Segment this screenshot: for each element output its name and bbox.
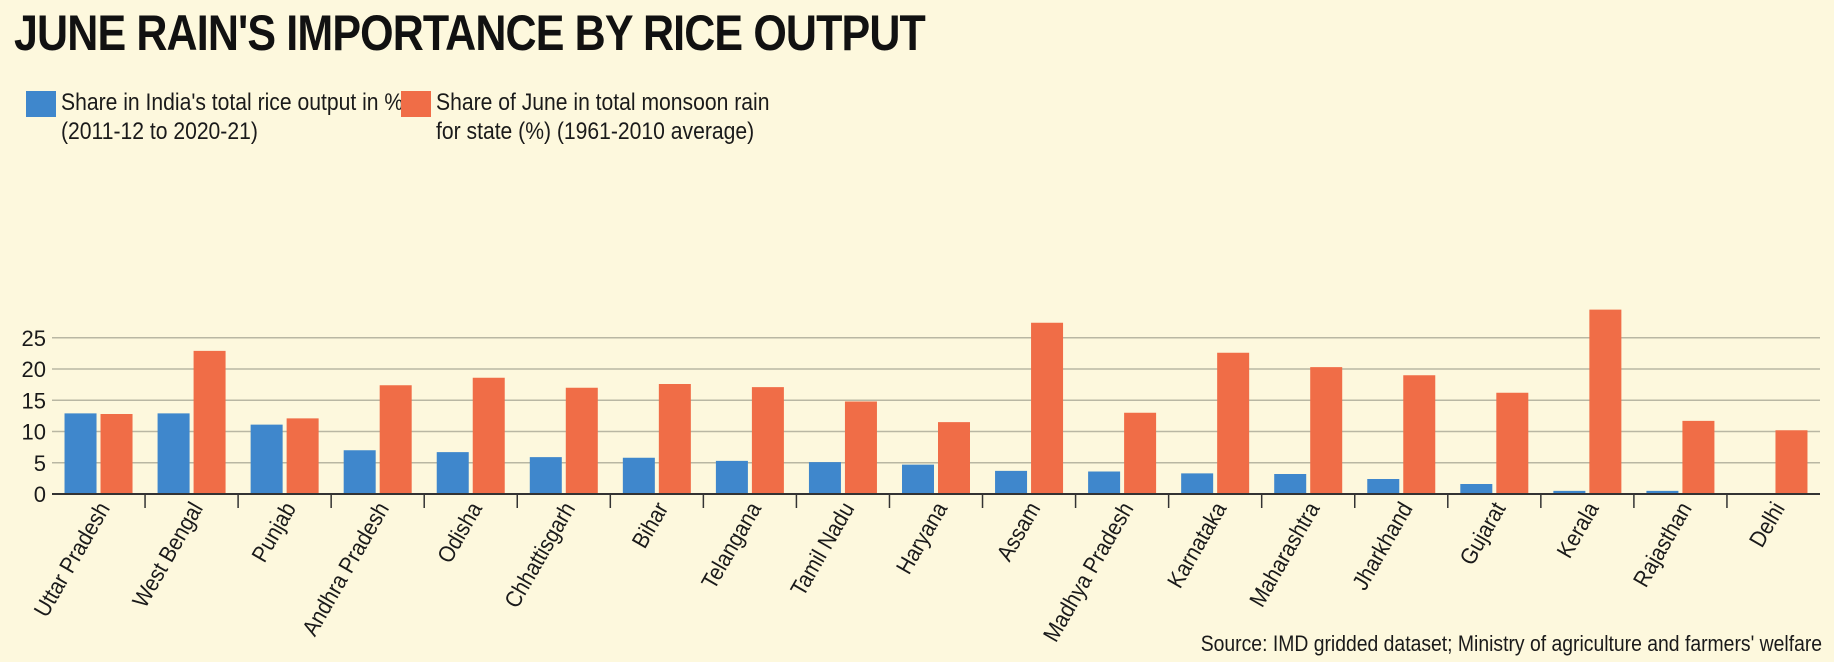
y-tick-label: 0 (34, 482, 46, 507)
bar-rice-output (1460, 484, 1493, 494)
x-tick-label: Madhya Pradesh (1038, 497, 1139, 646)
bar-rice-output (902, 464, 934, 494)
bar-june-rain (1496, 392, 1529, 494)
x-tick-label: Gujarat (1454, 497, 1511, 569)
bar-rice-output (622, 457, 655, 494)
bar-june-rain (1682, 420, 1715, 494)
x-tick-label: Telangana (696, 497, 767, 594)
x-tick-label: Chhattisgarh (499, 497, 580, 612)
bar-rice-output (157, 413, 190, 494)
x-tick-label: Uttar Pradesh (28, 497, 115, 621)
bar-june-rain (938, 422, 970, 494)
legend-label-june-rain: Share of June in total monsoon rain for … (436, 89, 770, 145)
x-tick-label: Delhi (1744, 497, 1790, 551)
bar-june-rain (658, 384, 691, 494)
y-tick-label: 5 (34, 451, 46, 476)
x-tick-label: Jharkhand (1347, 497, 1418, 594)
x-tick-label: Kerala (1551, 497, 1604, 563)
bar-june-rain (100, 414, 133, 494)
bar-rice-output (1088, 471, 1121, 494)
x-tick-label: Maharashtra (1244, 497, 1325, 611)
bar-june-rain (472, 377, 505, 494)
bar-june-rain (1031, 322, 1064, 494)
bars (64, 309, 1808, 494)
bar-june-rain (1775, 430, 1808, 494)
bar-june-rain (193, 350, 226, 494)
bar-june-rain (751, 387, 784, 494)
x-tick-label: Karnataka (1162, 497, 1232, 593)
legend-label-rice-output: Share in India's total rice output in % … (61, 89, 404, 145)
bar-rice-output (436, 452, 469, 494)
source-note: Source: IMD gridded dataset; Ministry of… (1200, 631, 1822, 656)
bar-june-rain (1124, 412, 1157, 494)
y-tick-label: 25 (22, 326, 46, 351)
legend-swatch-orange (401, 91, 431, 117)
bar-rice-output (1553, 490, 1586, 494)
x-tick-label: Andhra Pradesh (297, 497, 395, 640)
legend-swatch-blue (26, 91, 56, 117)
x-tick-label: Rajasthan (1628, 497, 1697, 591)
bar-june-rain (379, 385, 412, 494)
bar-rice-output (808, 462, 841, 494)
bar-rice-output (1274, 474, 1307, 494)
legend-item-june-rain: Share of June in total monsoon rain for … (401, 88, 826, 146)
bar-rice-output (1367, 479, 1400, 494)
x-tick-label: Punjab (246, 497, 301, 566)
bar-june-rain (286, 418, 319, 494)
bar-june-rain (565, 387, 598, 494)
x-tick-label: Assam (991, 497, 1045, 565)
y-axis: 0 5 10 15 20 25 (22, 326, 46, 507)
y-tick-label: 20 (22, 357, 46, 382)
bar-rice-output (529, 457, 562, 494)
bar-rice-output (64, 413, 97, 494)
bar-june-rain (1217, 352, 1250, 494)
bar-rice-output (250, 424, 283, 494)
x-tick-label: Bihar (626, 497, 673, 552)
x-tick-label: West Bengal (127, 497, 208, 611)
bar-rice-output (1646, 490, 1679, 494)
bar-june-rain (1589, 309, 1622, 494)
y-tick-label: 10 (22, 420, 46, 445)
chart-title: JUNE RAIN'S IMPORTANCE BY RICE OUTPUT (14, 5, 926, 61)
bar-rice-output (715, 460, 748, 494)
x-tick-label: Haryana (891, 497, 953, 579)
y-tick-label: 15 (22, 388, 46, 413)
bar-rice-output (1181, 473, 1214, 494)
bar-rice-output (995, 470, 1028, 494)
bar-june-rain (1310, 367, 1343, 494)
x-tick-label: Odisha (432, 497, 488, 568)
bar-rice-output (343, 450, 376, 494)
bar-june-rain (1403, 375, 1436, 494)
legend-item-rice-output: Share in India's total rice output in % … (26, 88, 451, 146)
x-tick-label: Tamil Nadu (785, 497, 860, 600)
bar-june-rain (844, 401, 877, 494)
